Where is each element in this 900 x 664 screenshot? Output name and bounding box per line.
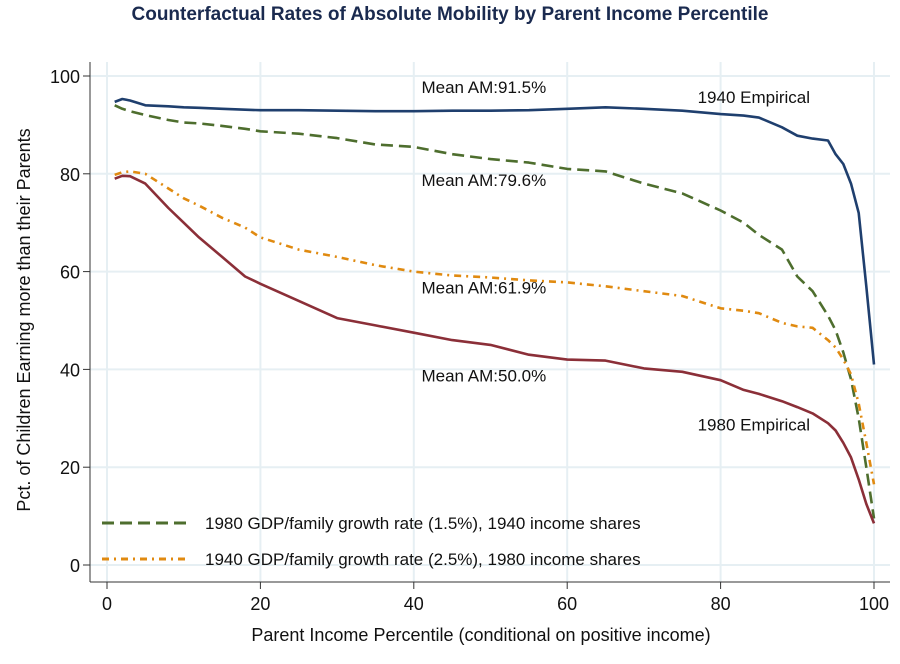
y-tick-label: 80 <box>60 165 80 185</box>
x-tick-label: 60 <box>557 594 577 614</box>
series-line-1 <box>114 97 876 365</box>
series-line-2 <box>114 104 876 519</box>
y-axis-label: Pct. of Children Earning more than their… <box>14 128 34 511</box>
annotation-label: Mean AM:61.9% <box>421 279 546 298</box>
series-line-4 <box>114 174 876 524</box>
x-tick-label: 40 <box>404 594 424 614</box>
annotation-label: Mean AM:50.0% <box>421 367 546 386</box>
chart-title: Counterfactual Rates of Absolute Mobilit… <box>131 4 769 25</box>
x-tick-label: 80 <box>711 594 731 614</box>
x-axis-label: Parent Income Percentile (conditional on… <box>251 625 710 645</box>
y-tick-label: 60 <box>60 263 80 283</box>
x-tick-label: 20 <box>250 594 270 614</box>
legend-label: 1980 GDP/family growth rate (1.5%), 1940… <box>205 514 641 533</box>
grid <box>90 62 890 582</box>
annotation-label: 1980 Empirical <box>698 416 810 435</box>
y-tick-label: 40 <box>60 360 80 380</box>
x-tick-label: 100 <box>859 594 889 614</box>
y-tick-label: 0 <box>70 556 80 576</box>
annotations: Mean AM:91.5% 1940 Empirical Mean AM:79.6%… <box>421 78 810 434</box>
series-group <box>114 97 876 524</box>
x-tick-label: 0 <box>102 594 112 614</box>
legend: 1980 GDP/family growth rate (1.5%), 1940… <box>102 514 641 569</box>
y-tick-label: 20 <box>60 458 80 478</box>
series-line-3 <box>114 170 876 485</box>
axes: 0 20 40 60 80 100 0 20 40 60 80 100 <box>50 62 890 614</box>
annotation-label: 1940 Empirical <box>698 88 810 107</box>
legend-label: 1940 GDP/family growth rate (2.5%), 1980… <box>205 550 641 569</box>
annotation-label: Mean AM:79.6% <box>421 171 546 190</box>
y-tick-label: 100 <box>50 67 80 87</box>
annotation-label: Mean AM:91.5% <box>421 78 546 97</box>
